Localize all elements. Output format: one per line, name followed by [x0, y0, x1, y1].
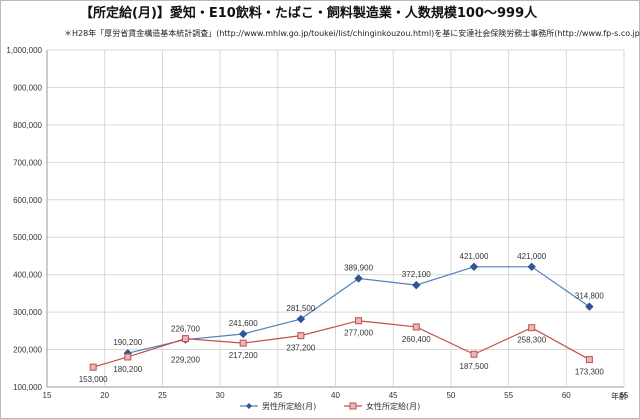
female-data-label: 258,300: [517, 336, 546, 345]
female-data-label: 260,400: [402, 335, 431, 344]
female-data-point: [355, 317, 363, 325]
female-data-point: [181, 335, 189, 343]
x-tick-label: 40: [331, 391, 340, 400]
female-data-point: [89, 363, 97, 371]
male-data-label: 314,800: [575, 292, 604, 301]
y-tick-label: 800,000: [13, 121, 42, 130]
y-tick-label: 900,000: [13, 83, 42, 92]
x-tick-label: 50: [446, 391, 455, 400]
male-data-point: [469, 262, 479, 272]
chart-title: 【所定給(月)】愛知・E10飲料・たばこ・飼料製造業・人数規模100～999人: [80, 5, 538, 21]
male-data-point: [585, 302, 594, 311]
female-data-label: 173,300: [575, 368, 604, 377]
x-axis-ticks: 15 20 25 30 35 40 45 50 55 60 65: [43, 391, 629, 400]
x-tick-label: 65: [620, 391, 629, 400]
female-data-label: 180,200: [113, 365, 142, 374]
y-tick-label: 600,000: [13, 196, 42, 205]
female-data-point: [585, 356, 593, 364]
male-data-label: 421,000: [460, 252, 489, 261]
female-data-label: 217,200: [229, 351, 258, 360]
male-data-label: 372,100: [402, 270, 431, 279]
female-data-point: [239, 339, 247, 347]
male-data-point: [238, 329, 248, 339]
legend-entry: 女性所定給(月): [366, 401, 420, 411]
y-tick-label: 500,000: [13, 233, 42, 242]
male-data-label: 241,600: [229, 319, 258, 328]
x-axis-label: 年齢: [611, 391, 627, 401]
male-data-point: [412, 280, 421, 290]
x-tick-label: 60: [562, 391, 571, 400]
x-tick-label: 35: [273, 391, 282, 400]
x-tick-label: 45: [389, 391, 398, 400]
y-tick-label: 300,000: [13, 308, 42, 317]
female-series-line: [92, 320, 590, 368]
female-data-point: [297, 332, 305, 340]
legend: 男性所定給(月) 女性所定給(月): [240, 401, 420, 411]
female-data-label: 277,000: [344, 329, 373, 338]
data-labels: 190,200 226,700 241,600 281,500 389,900 372,1…: [79, 252, 605, 384]
x-tick-label: 15: [43, 391, 52, 400]
y-axis-ticks: 100,000 200,000 300,000 400,000 500,000 600,0…: [6, 46, 42, 392]
legend-marker-female: [349, 402, 357, 410]
female-data-label: 229,200: [171, 356, 200, 365]
y-tick-label: 1,000,000: [6, 46, 42, 55]
male-data-label: 389,900: [344, 263, 373, 272]
x-tick-label: 30: [216, 391, 225, 400]
male-data-point: [354, 274, 363, 283]
y-tick-label: 400,000: [13, 271, 42, 280]
female-data-point: [470, 350, 478, 358]
legend-entry: 男性所定給(月): [262, 401, 316, 411]
male-data-label: 421,000: [517, 252, 546, 261]
series-group: [89, 262, 594, 371]
female-data-point: [124, 353, 132, 361]
x-tick-label: 55: [504, 391, 513, 400]
female-data-label: 153,000: [79, 375, 108, 384]
male-data-point: [527, 262, 536, 272]
female-data-label: 187,500: [460, 362, 489, 371]
male-data-label: 226,700: [171, 325, 200, 334]
y-tick-label: 700,000: [13, 158, 42, 167]
male-data-label: 281,500: [286, 304, 315, 313]
female-data-point: [412, 323, 420, 331]
male-data-point: [296, 314, 306, 324]
female-data-label: 237,200: [286, 344, 315, 353]
female-data-point: [528, 324, 536, 332]
chart-subtitle: ＊H28年「厚労省賃金構造基本統計調査」(http://www.mhlw.go.…: [64, 28, 640, 38]
male-data-label: 190,200: [113, 338, 142, 347]
x-tick-label: 20: [100, 391, 109, 400]
y-tick-label: 100,000: [13, 383, 42, 392]
legend-marker-male: [246, 403, 252, 409]
x-tick-label: 25: [158, 391, 167, 400]
gridlines: [46, 49, 625, 388]
y-tick-label: 200,000: [13, 346, 42, 355]
